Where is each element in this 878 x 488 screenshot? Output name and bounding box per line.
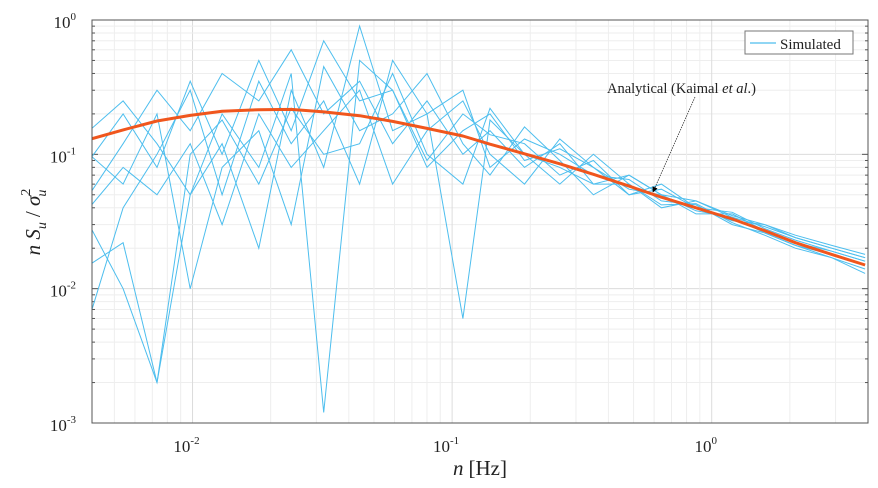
x-axis-label: n [Hz] <box>453 456 507 480</box>
annotation-arrow <box>652 96 696 193</box>
tick-labels: 10-2 10-1 100 100 10-1 10-2 10-3 <box>50 11 718 456</box>
y-tick-label: 10-3 <box>50 414 77 435</box>
series-group <box>92 24 866 413</box>
annotation-text: Analytical (Kaimal et al.) <box>607 81 756 97</box>
simulated-series-4 <box>92 59 866 413</box>
simulated-series-6 <box>92 65 866 289</box>
y-tick-label: 10-2 <box>50 280 76 301</box>
y-axis-label: n Su/ σ2u <box>19 189 50 256</box>
annotation: Analytical (Kaimal et al.) <box>607 81 756 193</box>
x-tick-label: 100 <box>694 435 717 456</box>
simulated-series-3 <box>92 24 866 385</box>
legend-label-simulated: Simulated <box>780 37 841 53</box>
grid <box>92 19 869 424</box>
legend-box <box>744 30 854 55</box>
simulated-series-8 <box>92 72 866 383</box>
y-tick-label: 10-1 <box>50 145 76 166</box>
y-tick-label: 100 <box>54 11 77 32</box>
x-tick-label: 10-1 <box>433 435 459 456</box>
legend[interactable]: Simulated <box>744 30 854 55</box>
plot-frame <box>91 19 869 424</box>
simulated-series-5 <box>92 59 866 319</box>
x-tick-label: 10-2 <box>173 435 199 456</box>
simulated-series-2 <box>92 39 866 262</box>
analytical-kaimal-curve <box>92 107 866 267</box>
